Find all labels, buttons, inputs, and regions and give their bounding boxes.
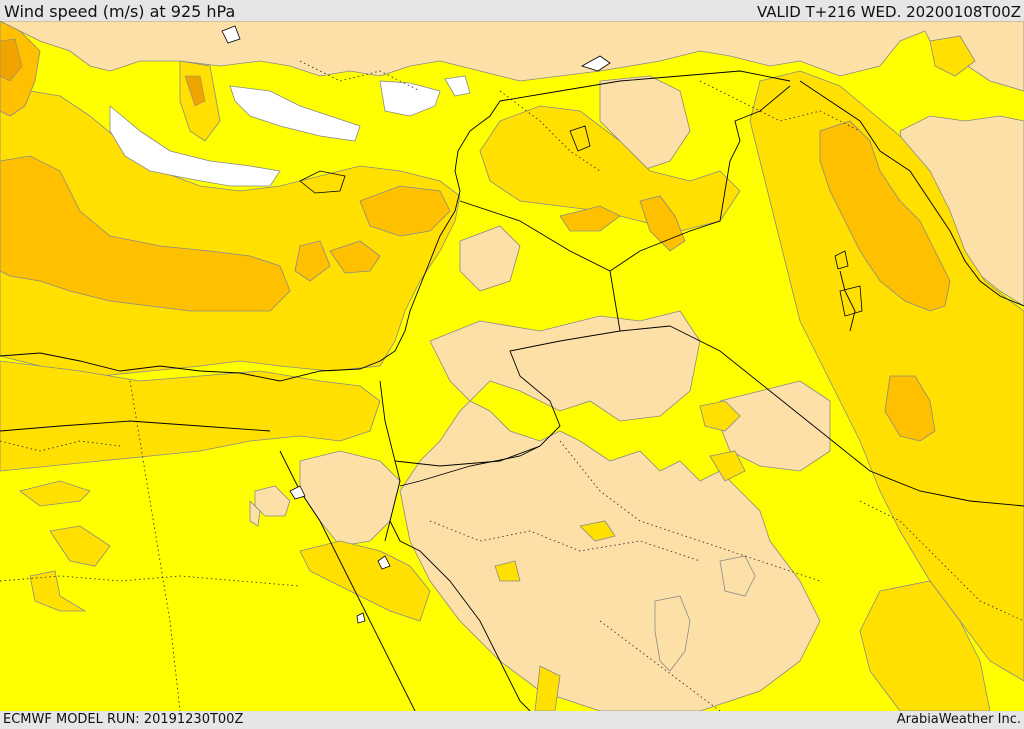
valid-time: VALID T+216 WED. 20200108T00Z xyxy=(756,3,1021,21)
credit-label: ArabiaWeather Inc. xyxy=(896,712,1021,727)
calm-wind-areas xyxy=(109,75,471,187)
map-islands xyxy=(221,25,611,624)
light-wind-areas xyxy=(0,21,1024,711)
map-title: Wind speed (m/s) at 925 hPa xyxy=(4,2,236,21)
map-lakes xyxy=(299,125,863,317)
footer-bar: ECMWF MODEL RUN: 20191230T00Z ArabiaWeat… xyxy=(0,711,1024,729)
national-borders xyxy=(0,70,1024,711)
wind-speed-map xyxy=(0,21,1024,711)
strong-wind-areas xyxy=(0,21,951,442)
fresh-wind-areas xyxy=(0,35,1024,711)
model-run-label: ECMWF MODEL RUN: 20191230T00Z xyxy=(3,712,244,727)
header-bar: Wind speed (m/s) at 925 hPa VALID T+216 … xyxy=(0,0,1024,21)
very-strong-wind-areas xyxy=(0,38,206,107)
dotted-boundaries xyxy=(0,60,1024,711)
